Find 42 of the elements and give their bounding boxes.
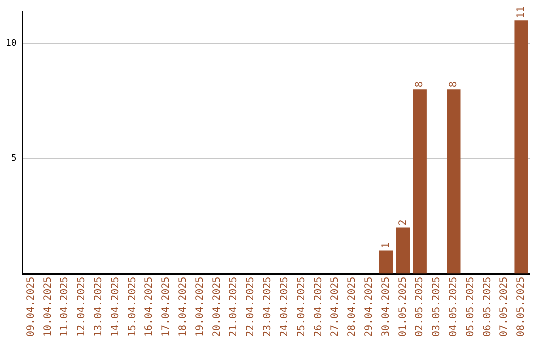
x-tick-label: 24.04.2025 bbox=[279, 276, 290, 338]
x-tick-label: 25.04.2025 bbox=[296, 276, 308, 338]
data-label: 11 bbox=[516, 6, 528, 19]
x-tick-label: 18.04.2025 bbox=[178, 276, 190, 338]
y-tick-label: 10 bbox=[6, 38, 17, 49]
x-tick-label: 15.04.2025 bbox=[127, 276, 138, 338]
x-tick-label: 03.05.2025 bbox=[432, 276, 443, 338]
x-tick-label: 08.05.2025 bbox=[516, 276, 528, 338]
x-tick-label: 16.04.2025 bbox=[144, 276, 156, 338]
x-tick-label: 07.05.2025 bbox=[499, 276, 510, 338]
x-tick-label: 06.05.2025 bbox=[482, 276, 494, 338]
x-tick-label: 09.04.2025 bbox=[26, 276, 37, 338]
x-tick-label: 10.04.2025 bbox=[42, 276, 54, 338]
x-tick-label: 02.05.2025 bbox=[414, 276, 426, 338]
bar bbox=[447, 90, 461, 274]
x-tick-label: 17.04.2025 bbox=[161, 276, 172, 338]
x-tick-label: 23.04.2025 bbox=[262, 276, 274, 338]
y-tick-label: 5 bbox=[11, 154, 17, 164]
data-label: 8 bbox=[448, 82, 460, 88]
x-tick-label: 01.05.2025 bbox=[398, 276, 409, 338]
bar bbox=[396, 228, 410, 274]
x-tick-label: 11.04.2025 bbox=[60, 276, 71, 338]
data-label: 2 bbox=[398, 220, 409, 226]
bar bbox=[514, 20, 528, 274]
x-tick-label: 14.04.2025 bbox=[110, 276, 122, 338]
x-tick-label: 26.04.2025 bbox=[313, 276, 324, 338]
x-tick-label: 29.04.2025 bbox=[364, 276, 375, 338]
x-tick-label: 04.05.2025 bbox=[448, 276, 460, 338]
data-label: 8 bbox=[414, 82, 426, 88]
x-tick-label: 22.04.2025 bbox=[246, 276, 257, 338]
x-tick-label: 30.04.2025 bbox=[380, 276, 392, 338]
x-tick-label: 21.04.2025 bbox=[228, 276, 240, 338]
x-tick-label: 28.04.2025 bbox=[347, 276, 358, 338]
data-label: 1 bbox=[380, 242, 392, 249]
bar bbox=[413, 90, 427, 274]
x-tick-label: 12.04.2025 bbox=[76, 276, 88, 338]
x-tick-label: 20.04.2025 bbox=[212, 276, 223, 338]
x-tick-label: 27.04.2025 bbox=[330, 276, 342, 338]
x-tick-label: 13.04.2025 bbox=[94, 276, 105, 338]
x-tick-label: 19.04.2025 bbox=[194, 276, 206, 338]
x-tick-label: 05.05.2025 bbox=[465, 276, 476, 338]
bar bbox=[379, 250, 394, 274]
